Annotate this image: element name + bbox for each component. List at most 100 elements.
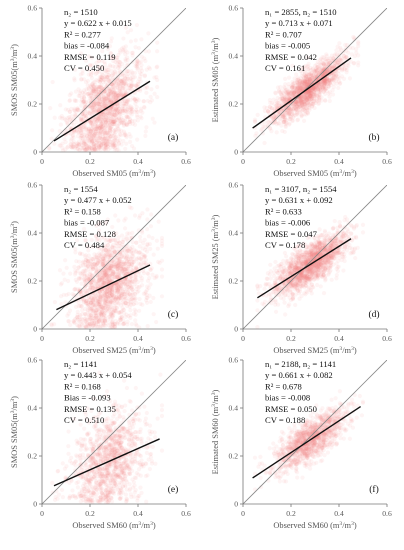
data-point [103, 119, 109, 125]
data-point [155, 49, 160, 54]
data-point [100, 97, 105, 102]
data-point [107, 97, 113, 102]
data-point [123, 133, 129, 138]
data-point [273, 114, 278, 119]
data-point [122, 131, 127, 136]
stat-line: n₂ = 1510 [64, 7, 98, 17]
data-point [76, 130, 81, 135]
data-point [101, 125, 107, 131]
data-point [311, 89, 316, 95]
data-point [111, 59, 116, 64]
data-point [116, 103, 121, 108]
data-point [109, 264, 114, 269]
data-point [106, 95, 111, 100]
data-point [320, 85, 325, 90]
data-point [93, 108, 98, 114]
data-point [105, 98, 110, 103]
data-point [89, 256, 94, 261]
data-point [113, 108, 118, 113]
data-point [304, 78, 309, 83]
data-point [322, 62, 327, 67]
data-point [71, 129, 76, 134]
data-point [94, 98, 99, 103]
data-point [291, 100, 296, 105]
data-point [121, 138, 126, 144]
data-point [307, 90, 312, 96]
data-point [103, 141, 108, 146]
data-point [306, 83, 311, 88]
data-point [330, 92, 336, 97]
data-point [92, 136, 97, 141]
data-point [289, 83, 294, 88]
data-point [306, 91, 312, 96]
data-point [106, 118, 111, 123]
data-point [108, 93, 113, 98]
data-point [312, 89, 317, 95]
data-point [95, 92, 101, 97]
data-point [127, 119, 132, 125]
data-point [137, 244, 142, 249]
data-point [129, 274, 134, 279]
data-point [92, 119, 98, 125]
data-point [118, 91, 123, 96]
stat-line: R² = 0.277 [64, 29, 101, 39]
data-point [129, 107, 134, 112]
data-point [279, 108, 284, 113]
data-point [315, 98, 320, 104]
data-point [292, 101, 298, 106]
data-point [322, 83, 327, 88]
data-point [311, 92, 316, 97]
data-point [305, 64, 310, 70]
data-point [342, 54, 347, 59]
data-point [344, 70, 349, 75]
data-point [343, 54, 349, 59]
data-point [151, 295, 156, 301]
data-point [292, 80, 297, 85]
data-point [84, 133, 89, 138]
data-point [140, 230, 145, 235]
data-point [109, 121, 115, 127]
panel-label: (b) [368, 132, 379, 143]
data-point [79, 126, 84, 131]
data-point [102, 61, 107, 67]
data-point [124, 283, 129, 288]
data-point [309, 104, 315, 109]
data-point [131, 301, 137, 307]
data-point [49, 322, 54, 327]
stat-line: CV = 0.484 [64, 240, 105, 250]
data-point [85, 109, 90, 114]
data-point [107, 43, 113, 49]
data-point [100, 131, 105, 136]
data-point [115, 257, 120, 262]
data-point [328, 78, 333, 83]
data-point [102, 102, 108, 107]
data-point [310, 102, 315, 107]
data-point [139, 63, 144, 68]
data-point [102, 128, 108, 133]
data-point [319, 81, 324, 87]
data-point [116, 79, 121, 84]
data-point [90, 107, 95, 112]
data-point [329, 73, 335, 78]
data-point [106, 111, 112, 116]
data-point [102, 128, 107, 134]
data-point [119, 92, 124, 97]
data-point [329, 77, 334, 82]
data-point [317, 85, 323, 91]
data-point [89, 84, 94, 89]
data-point [76, 142, 82, 147]
data-point [94, 107, 100, 112]
data-point [124, 114, 129, 119]
data-point [114, 241, 119, 246]
data-point [125, 88, 131, 93]
data-point [302, 82, 308, 87]
data-point [315, 65, 320, 70]
data-point [305, 95, 310, 100]
data-point [286, 89, 292, 94]
data-point [300, 86, 305, 91]
data-point [111, 119, 117, 125]
data-point [119, 77, 125, 83]
data-point [69, 145, 74, 150]
data-point [281, 110, 286, 115]
data-point [286, 92, 291, 97]
